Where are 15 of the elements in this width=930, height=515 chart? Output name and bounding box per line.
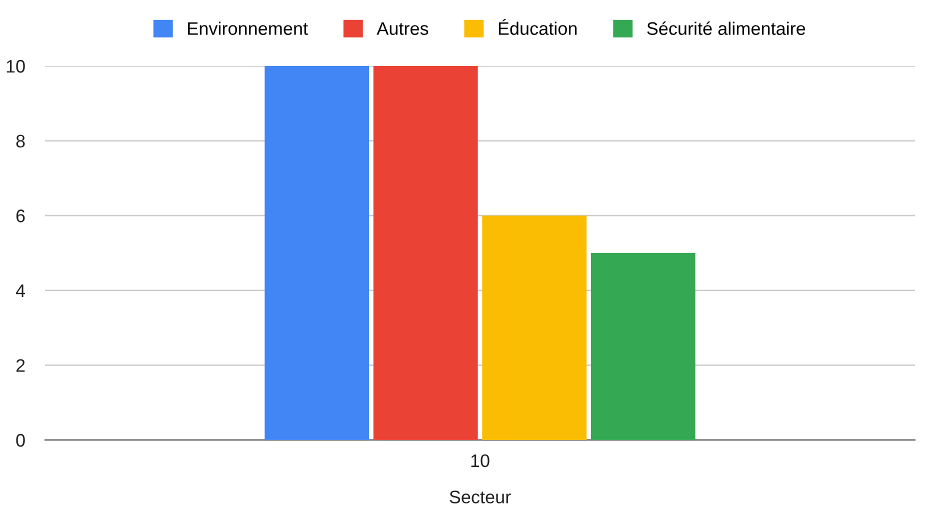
y-tick-label: 8 <box>16 134 25 148</box>
legend-label: Sécurité alimentaire <box>647 21 806 35</box>
y-tick-label: 0 <box>16 434 25 447</box>
bar <box>373 66 478 440</box>
y-tick-label: 10 <box>6 60 25 73</box>
y-tick-label: 2 <box>16 359 25 372</box>
bar <box>264 66 370 440</box>
y-tick-label: 4 <box>16 284 26 297</box>
legend-label: Autres <box>376 22 428 35</box>
y-tick-label: 6 <box>16 210 25 222</box>
x-axis-title: Secteur <box>450 490 511 504</box>
bar <box>482 216 587 440</box>
bar <box>590 253 696 440</box>
legend-label: Éducation <box>498 19 577 35</box>
legend-label: Environnement <box>188 22 308 35</box>
